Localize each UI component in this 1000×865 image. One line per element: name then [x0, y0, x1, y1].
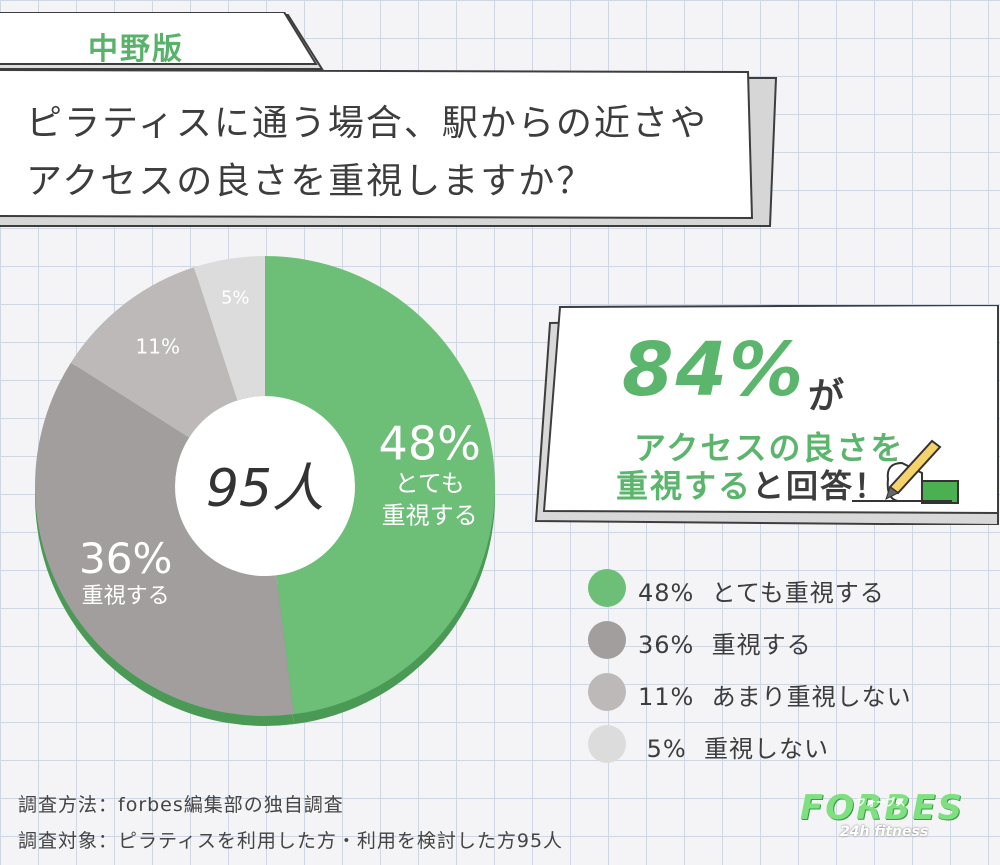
slice-category-label: 重視する: [382, 501, 478, 529]
survey-method: 調査方法：forbes編集部の独自調査: [18, 794, 344, 816]
callout-ga: が: [808, 376, 845, 417]
callout-percent: 84%: [622, 327, 806, 413]
slice-value-label: 11%: [136, 335, 180, 359]
donut-center-label: 95人: [206, 459, 324, 519]
logo-main-text: FORBES: [800, 788, 964, 828]
callout-line-2-highlight: 重視する: [616, 467, 753, 505]
forbes-logo: FORBES フォーブス 24h fitness: [800, 788, 964, 840]
legend-label: 11% あまり重視しない: [638, 683, 912, 711]
legend-label: 36% 重視する: [638, 631, 812, 659]
logo-kana: フォーブス: [856, 798, 906, 809]
legend-swatch: [588, 673, 626, 711]
legend-label: 5% 重視しない: [646, 735, 829, 763]
slice-value-label: 36%: [79, 534, 172, 583]
callout-line-2-rest: と回答！: [752, 467, 889, 505]
legend-swatch: [588, 569, 626, 607]
donut-slice-3: [70, 267, 238, 438]
donut-slice-4: [193, 256, 265, 401]
logo-subtitle: 24h fitness: [840, 824, 929, 840]
region-tag-label: 中野版: [88, 32, 184, 67]
slice-value-label: 48%: [379, 416, 481, 470]
donut-hole: [175, 396, 355, 576]
slice-category-label: とても: [395, 469, 465, 497]
donut-slice-2: [34, 362, 294, 716]
legend-swatch: [588, 621, 626, 659]
result-callout: 84% が アクセスの良さを 重視すると回答！: [530, 305, 1000, 525]
survey-target: 調査対象：ピラティスを利用した方・利用を検討した方95人: [18, 830, 564, 852]
slice-category-label: 重視する: [82, 584, 170, 609]
question-box: ピラティスに通う場合、駅からの近さや アクセスの良さを重視しますか？: [0, 70, 780, 230]
callout-shape: [534, 305, 999, 525]
legend-swatch: [588, 725, 626, 763]
slice-value-label: 5%: [221, 288, 250, 309]
question-line-2: アクセスの良さを重視しますか？: [26, 161, 595, 202]
tag-shape: [0, 12, 324, 70]
callout-line-2: 重視すると回答！: [616, 461, 888, 507]
donut-slice-1: [265, 256, 495, 715]
legend-label: 48% とても重視する: [638, 579, 885, 607]
region-tag: 中野版: [0, 12, 324, 70]
question-line-1: ピラティスに通う場合、駅からの近さや: [26, 103, 708, 144]
pencil-hand-icon: [852, 439, 959, 504]
question-box-shape: [0, 70, 778, 227]
callout-line-1: アクセスの良さを: [634, 429, 905, 467]
